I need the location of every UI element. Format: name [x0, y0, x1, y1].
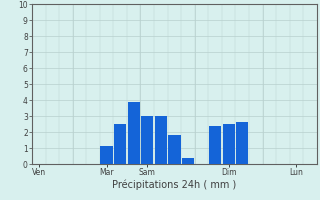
Bar: [100, 146, 113, 164]
Bar: [155, 116, 167, 164]
X-axis label: Précipitations 24h ( mm ): Précipitations 24h ( mm ): [112, 180, 236, 190]
Bar: [236, 122, 248, 164]
Bar: [209, 126, 221, 164]
Bar: [141, 116, 153, 164]
Bar: [168, 135, 180, 164]
Bar: [114, 124, 126, 164]
Bar: [128, 102, 140, 164]
Bar: [182, 158, 194, 164]
Bar: [222, 124, 235, 164]
